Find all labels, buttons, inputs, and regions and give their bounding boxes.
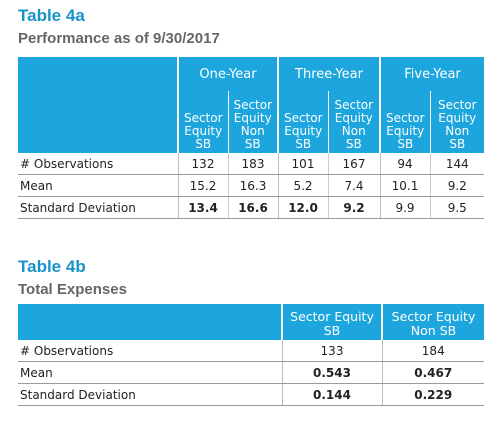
- col-header-line: Sector: [334, 98, 374, 112]
- col-header-line: Sector: [233, 98, 273, 112]
- col-header-one-year-sb: Sector Equity SB: [177, 91, 228, 153]
- table-row: Standard Deviation 0.144 0.229: [18, 383, 484, 406]
- table-4b-title: Table 4b: [18, 257, 86, 276]
- row-label: # Observations: [18, 340, 282, 362]
- row-label: Mean: [18, 174, 178, 197]
- performance-table: One-Year Three-Year Five-Year Sector Equ…: [18, 57, 485, 219]
- table-4b-subtitle: Total Expenses: [18, 281, 127, 298]
- col-header-line: Equity: [184, 124, 223, 138]
- col-header-five-year-sb: Sector Equity SB: [379, 91, 431, 153]
- col-header-three-year-sb: Sector Equity SB: [277, 91, 328, 153]
- cell-value: 9.2: [327, 196, 381, 219]
- col-header-five-year-non-sb: Sector Equity Non SB: [429, 91, 485, 153]
- cell-value: 0.144: [281, 383, 382, 406]
- col-header-line: SB: [244, 137, 261, 151]
- col-header-line: Sector: [183, 111, 223, 125]
- cell-value: 15.2: [177, 174, 228, 197]
- col-header-line: SB: [449, 137, 466, 151]
- cell-value: 13.4: [177, 196, 228, 219]
- col-header-line: SB: [345, 137, 362, 151]
- col-header-one-year-non-sb: Sector Equity Non SB: [227, 91, 278, 153]
- group-header-five-year: Five-Year: [379, 57, 485, 91]
- col-header-sector-equity-non-sb: Sector Equity Non SB: [381, 304, 484, 340]
- col-header-line: Equity: [334, 111, 373, 125]
- header-corner: [18, 57, 178, 91]
- table-4a-title: Table 4a: [18, 6, 85, 25]
- col-header-line: SB: [323, 323, 341, 338]
- table-4a-subtitle: Performance as of 9/30/2017: [18, 30, 220, 47]
- cell-value: 0.229: [381, 383, 484, 406]
- table-row: # Observations 133 184: [18, 340, 484, 362]
- cell-value: 16.6: [227, 196, 278, 219]
- col-header-line: Sector: [437, 98, 477, 112]
- col-header-line: Sector: [385, 111, 425, 125]
- cell-value: 94: [379, 153, 431, 175]
- cell-value: 16.3: [227, 174, 278, 197]
- col-header-line: Non SB: [410, 323, 457, 338]
- cell-value: 183: [227, 153, 278, 175]
- col-header-line: SB: [295, 137, 312, 151]
- col-header-line: Non: [240, 124, 265, 138]
- col-header-sector-equity-sb: Sector Equity SB: [281, 304, 382, 340]
- col-header-line: SB: [397, 137, 414, 151]
- col-header-line: SB: [195, 137, 212, 151]
- table-row: Standard Deviation 13.4 16.6 12.0 9.2 9.…: [18, 196, 485, 219]
- col-header-line: Equity: [233, 111, 272, 125]
- row-label: Standard Deviation: [18, 196, 178, 219]
- col-header-line: Non: [341, 124, 366, 138]
- table-row: Mean 0.543 0.467: [18, 361, 484, 384]
- cell-value: 0.467: [381, 361, 484, 384]
- col-header-line: Equity: [386, 124, 425, 138]
- header-corner: [18, 304, 282, 340]
- cell-value: 0.543: [281, 361, 382, 384]
- col-header-line: Non: [445, 124, 470, 138]
- cell-value: 133: [281, 340, 382, 362]
- col-header-three-year-non-sb: Sector Equity Non SB: [327, 91, 381, 153]
- cell-value: 9.2: [429, 174, 485, 197]
- cell-value: 184: [381, 340, 484, 362]
- group-header-three-year: Three-Year: [276, 57, 381, 91]
- col-header-line: Sector Equity: [290, 309, 374, 324]
- row-label: Standard Deviation: [18, 383, 282, 406]
- cell-value: 9.9: [379, 196, 431, 219]
- cell-value: 144: [429, 153, 485, 175]
- row-label: Mean: [18, 361, 282, 384]
- row-label: # Observations: [18, 153, 178, 175]
- col-header-line: Equity: [284, 124, 323, 138]
- header-corner-sub: [18, 91, 178, 153]
- col-header-line: Sector Equity: [391, 309, 476, 324]
- group-header-one-year: One-Year: [177, 57, 278, 91]
- col-header-line: Sector: [283, 111, 323, 125]
- expenses-table: Sector Equity SB Sector Equity Non SB # …: [18, 304, 484, 406]
- cell-value: 132: [177, 153, 228, 175]
- cell-value: 101: [277, 153, 328, 175]
- table-row: Mean 15.2 16.3 5.2 7.4 10.1 9.2: [18, 174, 485, 197]
- table-row: # Observations 132 183 101 167 94 144: [18, 153, 485, 175]
- cell-value: 12.0: [277, 196, 328, 219]
- col-header-line: Equity: [438, 111, 477, 125]
- cell-value: 10.1: [379, 174, 431, 197]
- cell-value: 9.5: [429, 196, 485, 219]
- cell-value: 5.2: [277, 174, 328, 197]
- cell-value: 7.4: [327, 174, 381, 197]
- cell-value: 167: [327, 153, 381, 175]
